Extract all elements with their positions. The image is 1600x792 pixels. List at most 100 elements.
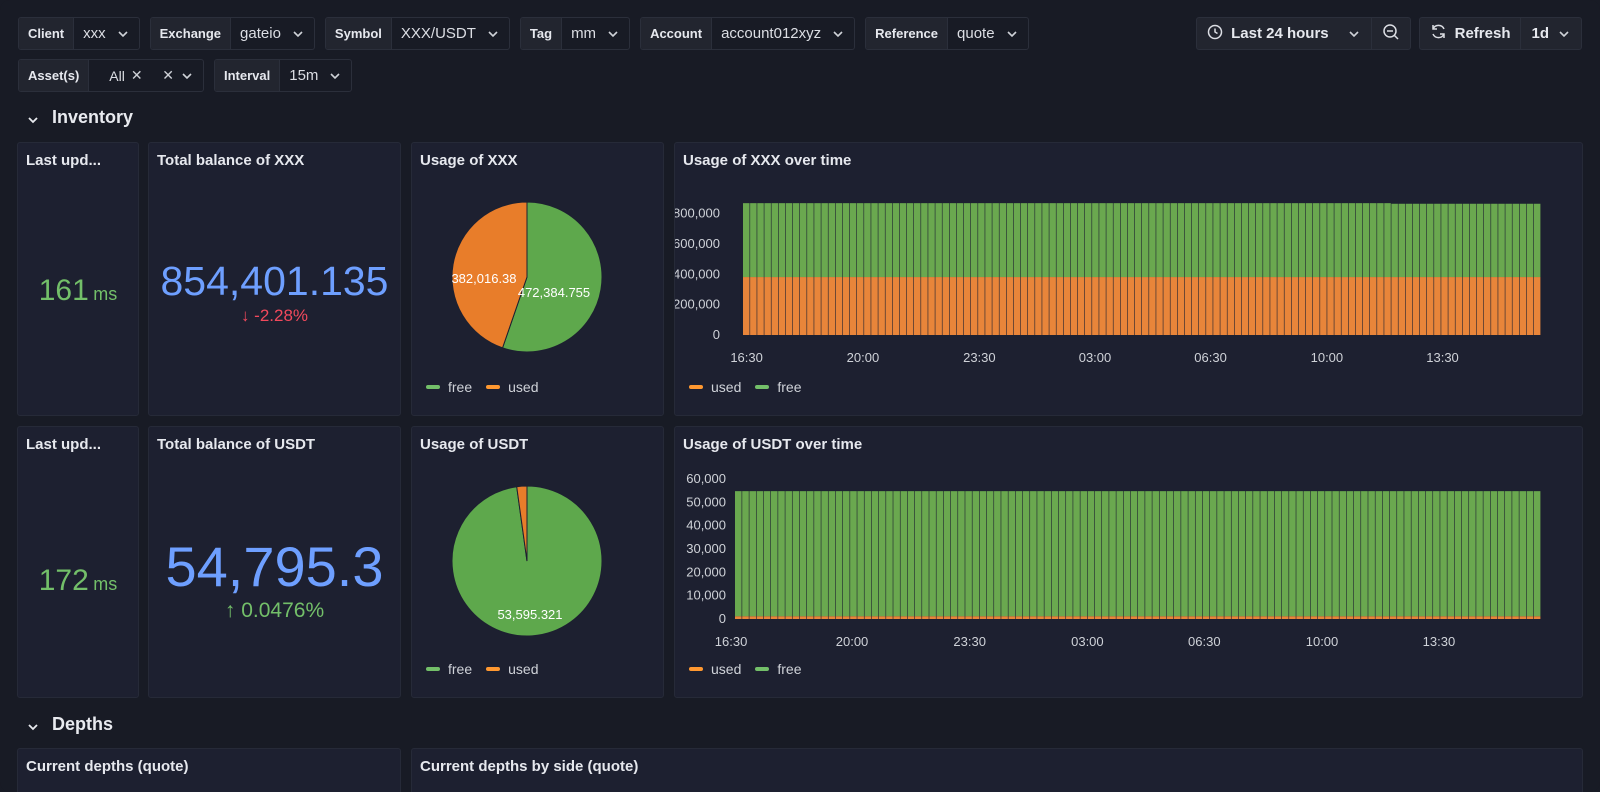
- bar-free: [1116, 491, 1124, 617]
- legend-item-free[interactable]: free: [426, 379, 472, 395]
- legend-item-used[interactable]: used: [689, 661, 741, 677]
- bar-used: [1138, 616, 1145, 619]
- var-value: mm: [571, 25, 597, 42]
- bar-free: [1008, 491, 1016, 617]
- legend-item-free[interactable]: free: [426, 661, 472, 677]
- bar-free: [949, 203, 957, 278]
- bar-used: [1284, 277, 1292, 335]
- panel-usdt-total-balance[interactable]: Total balance of USDT 54,795.3 ↑ 0.0476%: [148, 426, 401, 698]
- delta-value: 0.0476%: [241, 599, 325, 622]
- var-label: Symbol: [325, 18, 392, 49]
- bar-free: [1298, 203, 1306, 278]
- row-inventory[interactable]: Inventory: [26, 107, 133, 128]
- refresh-button[interactable]: Refresh: [1420, 18, 1521, 49]
- panel-xxx-total-balance[interactable]: Total balance of XXX 854,401.135 ↓ -2.28…: [148, 142, 401, 416]
- bar-free: [1191, 203, 1199, 278]
- bar-used: [1461, 616, 1469, 619]
- bar-used: [1085, 277, 1092, 335]
- chevron-down-icon: [1347, 27, 1361, 41]
- var-symbol[interactable]: Symbol XXX/USDT: [324, 17, 510, 50]
- bar-free: [928, 203, 935, 278]
- bar-free: [914, 203, 921, 278]
- time-range-picker[interactable]: Last 24 hours: [1196, 17, 1411, 50]
- bar-free: [1206, 203, 1213, 278]
- var-label: Account: [641, 18, 713, 49]
- bar-used: [1512, 277, 1520, 335]
- stat-delta: ↑ 0.0476%: [149, 599, 400, 623]
- bar-free: [914, 491, 922, 617]
- y-tick-label: 400,000: [675, 266, 720, 281]
- pie-slice-used[interactable]: [451, 201, 528, 349]
- panel-usdt-usage-over-time[interactable]: Usage of USDT over time 60,000 50,000 40,0…: [674, 426, 1583, 698]
- bar-free: [1461, 491, 1469, 617]
- bar-used: [1102, 616, 1109, 619]
- bar-used: [1281, 616, 1289, 619]
- bar-used: [1077, 277, 1085, 335]
- bar-used: [979, 616, 987, 619]
- legend-item-free[interactable]: free: [755, 379, 801, 395]
- stat-unit: ms: [93, 574, 118, 594]
- legend-item-used[interactable]: used: [486, 661, 538, 677]
- bar-free: [1484, 203, 1491, 278]
- x-tick-label: 20:00: [847, 350, 880, 365]
- refresh-label: Refresh: [1454, 25, 1511, 42]
- legend-label: free: [777, 661, 802, 677]
- bar-used: [1202, 616, 1210, 619]
- var-exchange[interactable]: Exchange gateio: [149, 17, 315, 50]
- bar-used: [892, 277, 900, 335]
- panel-xxx-last-update[interactable]: Last upd... 161 ms: [17, 142, 139, 416]
- bar-free: [1248, 203, 1256, 278]
- bar-free: [1491, 203, 1498, 278]
- row-depths[interactable]: Depths: [26, 714, 113, 735]
- bar-used: [992, 277, 999, 335]
- var-client[interactable]: Client xxx: [18, 17, 140, 50]
- x-tick-label: 03:00: [1079, 350, 1112, 365]
- bar-used: [1170, 277, 1178, 335]
- bar-used: [1234, 277, 1242, 335]
- bar-free: [771, 203, 779, 278]
- bar-free: [1073, 491, 1080, 617]
- bar-used: [1263, 277, 1270, 335]
- legend-item-used[interactable]: used: [486, 379, 538, 395]
- bar-free: [986, 491, 994, 617]
- bar-free: [892, 203, 900, 278]
- bar-free: [1087, 491, 1095, 617]
- bar-free: [1092, 203, 1099, 278]
- bar-free: [871, 491, 879, 617]
- var-reference[interactable]: Reference quote: [865, 17, 1029, 50]
- bar-used: [1206, 277, 1213, 335]
- pie-slice-used[interactable]: [516, 485, 528, 562]
- panel-usdt-usage-pie[interactable]: Usage of USDT 53,595.321 free used: [411, 426, 664, 698]
- bar-used: [1022, 616, 1030, 619]
- bar-used: [778, 616, 785, 619]
- stat-value: 172 ms: [18, 564, 138, 598]
- x-tick-label: 10:00: [1311, 350, 1344, 365]
- panel-usdt-last-update[interactable]: Last upd... 172 ms: [17, 426, 139, 698]
- panel-xxx-usage-over-time[interactable]: Usage of XXX over time 800,000 600,000 400…: [674, 142, 1583, 416]
- bar-used: [1056, 277, 1064, 335]
- bar-used: [1209, 616, 1217, 619]
- var-tag[interactable]: Tag mm: [519, 17, 631, 50]
- var-value: XXX/USDT: [400, 25, 476, 42]
- bar-free: [1405, 203, 1413, 278]
- bar-free: [1533, 203, 1541, 278]
- var-assets[interactable]: Asset(s) All ✕ ✕: [18, 59, 204, 92]
- clear-icon[interactable]: ✕: [162, 67, 174, 83]
- panel-current-depths[interactable]: Current depths (quote): [17, 748, 401, 792]
- bar-free: [1173, 491, 1181, 617]
- zoom-out-button[interactable]: [1370, 18, 1410, 49]
- remove-chip-icon[interactable]: ✕: [130, 67, 143, 83]
- panel-xxx-usage-pie[interactable]: Usage of XXX 472,384.755 382,016.38 free …: [411, 142, 664, 416]
- refresh-interval-picker[interactable]: 1d: [1520, 18, 1581, 49]
- var-account[interactable]: Account account012xyz: [640, 17, 856, 50]
- bar-free: [978, 203, 985, 278]
- legend-item-used[interactable]: used: [689, 379, 741, 395]
- panel-current-depths-by-side[interactable]: Current depths by side (quote): [411, 748, 1583, 792]
- bar-used: [1533, 616, 1541, 619]
- bar-free: [1220, 203, 1227, 278]
- var-interval[interactable]: Interval 15m: [214, 59, 353, 92]
- x-tick-label: 20:00: [836, 634, 869, 649]
- bar-used: [1434, 277, 1441, 335]
- legend-label: used: [711, 379, 742, 395]
- legend-item-free[interactable]: free: [755, 661, 801, 677]
